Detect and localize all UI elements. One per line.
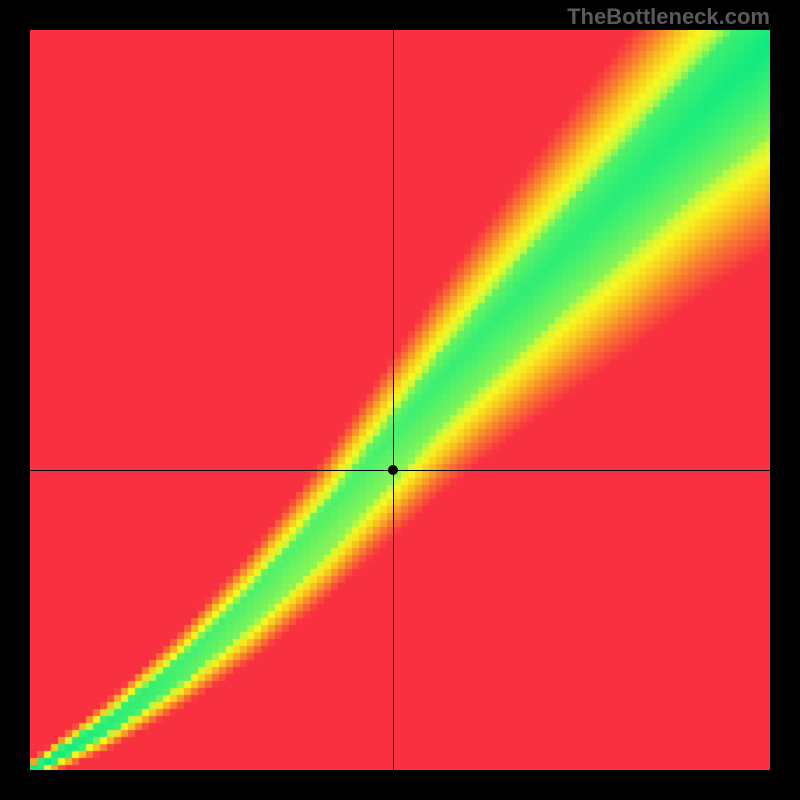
heatmap-canvas — [30, 30, 770, 770]
watermark-text: TheBottleneck.com — [567, 4, 770, 30]
crosshair-horizontal — [30, 470, 770, 471]
marker-dot — [388, 465, 398, 475]
plot-frame — [30, 30, 770, 770]
crosshair-vertical — [393, 30, 394, 770]
